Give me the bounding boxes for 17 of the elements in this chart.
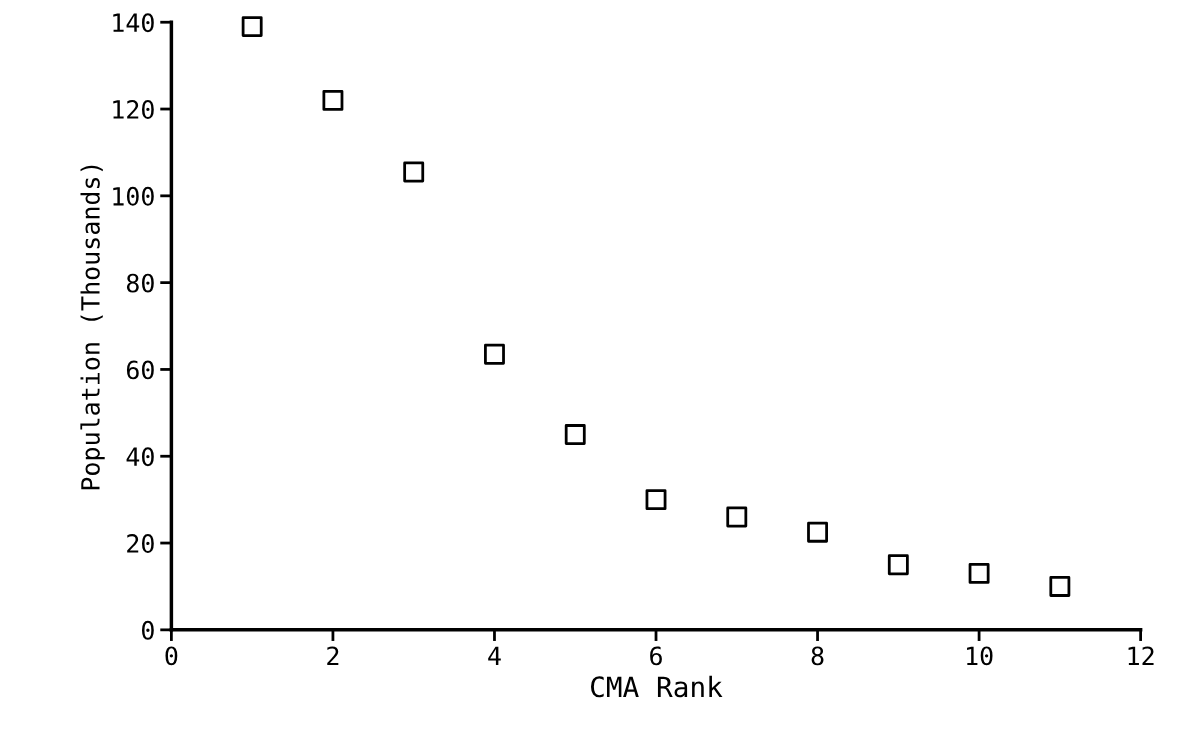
x-tick-label: 2 bbox=[327, 646, 339, 665]
y-tick-label: 40 bbox=[126, 447, 154, 467]
x-axis-title: CMA Rank bbox=[591, 675, 723, 698]
y-tick-label: 20 bbox=[127, 534, 154, 553]
x-tick-label: 12 bbox=[1128, 646, 1154, 665]
y-tick-label: 100 bbox=[113, 186, 154, 206]
y-axis-title: Population (Thousands) bbox=[80, 165, 105, 490]
y-tick-label: 140 bbox=[113, 13, 154, 33]
y-tick-label: 120 bbox=[113, 100, 154, 119]
x-tick-label: 4 bbox=[488, 646, 501, 665]
y-tick-label: 80 bbox=[126, 273, 154, 293]
x-tick-label: 10 bbox=[967, 646, 993, 666]
x-tick-label: 8 bbox=[811, 646, 824, 666]
y-tick-label: 60 bbox=[126, 360, 154, 380]
y-tick-label: 0 bbox=[141, 620, 154, 640]
x-tick-label: 0 bbox=[165, 646, 178, 666]
x-tick-label: 6 bbox=[650, 646, 662, 666]
